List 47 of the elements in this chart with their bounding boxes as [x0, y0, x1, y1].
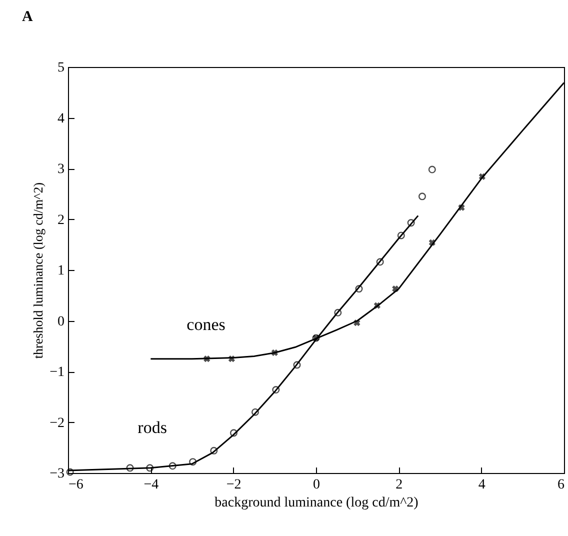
point — [272, 386, 280, 394]
x-tick-label: −4 — [144, 478, 159, 492]
point — [458, 204, 465, 211]
point — [428, 239, 436, 246]
point — [428, 166, 436, 174]
point — [66, 468, 74, 476]
point — [228, 355, 235, 362]
y-tick-label: 5 — [58, 60, 64, 76]
point — [293, 361, 301, 369]
x-tick-label: −2 — [226, 478, 242, 492]
point — [230, 429, 238, 437]
x-tick-label: 0 — [313, 478, 320, 492]
x-tick-label: 6 — [558, 478, 564, 492]
point — [392, 285, 399, 292]
y-tick-label: 1 — [58, 264, 64, 278]
y-tick-label: 0 — [58, 314, 64, 330]
point — [251, 408, 259, 416]
x-tick-label: 2 — [396, 478, 403, 492]
point — [189, 458, 197, 466]
point — [397, 232, 405, 240]
point — [355, 285, 363, 293]
point — [376, 258, 384, 266]
x-tick-label: 4 — [478, 478, 486, 492]
x-axis-title: background luminance (log cd/m^2) — [214, 496, 419, 510]
series-label: rods — [138, 418, 167, 437]
point — [146, 464, 154, 472]
y-tick-label: −3 — [50, 466, 64, 482]
x-tick-label: −6 — [68, 478, 84, 492]
point — [168, 462, 176, 470]
point — [126, 464, 134, 472]
y-tick-label: 4 — [58, 111, 64, 126]
series-label: cones — [186, 314, 226, 334]
chart-title: A — [22, 9, 33, 25]
point — [271, 349, 278, 356]
point — [478, 173, 486, 180]
point — [334, 308, 342, 316]
point — [407, 219, 415, 227]
y-axis-title: threshold luminance (log cd/m^2) — [30, 182, 46, 359]
point — [418, 192, 426, 200]
y-tick-label: −2 — [50, 416, 64, 431]
point — [374, 302, 380, 309]
point — [204, 355, 210, 362]
point — [210, 446, 218, 454]
y-tick-label: 3 — [58, 162, 64, 177]
y-tick-label: 2 — [58, 212, 64, 228]
point — [354, 319, 360, 326]
y-tick-label: −1 — [50, 365, 64, 380]
